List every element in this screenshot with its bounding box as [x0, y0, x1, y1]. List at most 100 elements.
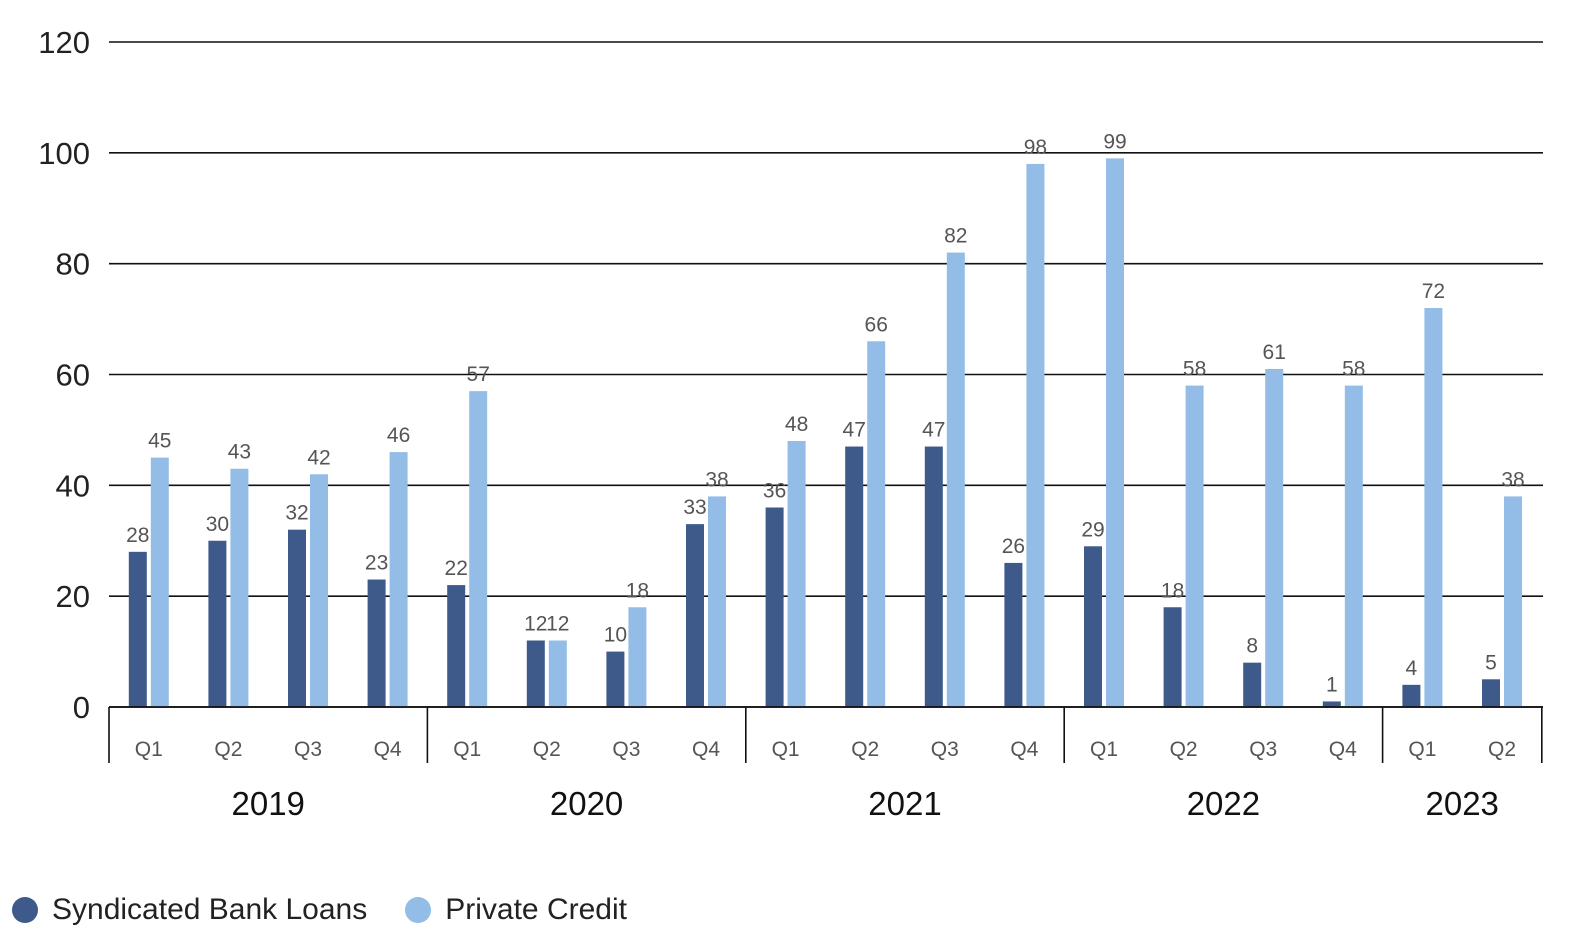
x-tick-label-quarter: Q4: [1329, 738, 1357, 761]
data-label: 66: [865, 313, 888, 336]
data-label: 12: [546, 613, 569, 636]
bar-private-credit: [1185, 385, 1204, 707]
legend-swatch-syndicated-bank-loans: [12, 897, 38, 923]
bar-private-credit: [628, 607, 647, 707]
bar-private-credit: [230, 468, 249, 707]
data-label: 33: [683, 496, 706, 519]
bar-syndicated-bank-loans: [447, 585, 466, 707]
x-tick-label-quarter: Q4: [374, 738, 402, 761]
bar-syndicated-bank-loans: [1084, 546, 1102, 707]
data-label: 36: [763, 480, 786, 503]
data-label: 5: [1485, 651, 1497, 674]
data-label: 46: [387, 424, 410, 447]
bar-syndicated-bank-loans: [288, 529, 306, 707]
x-tick-label-quarter: Q1: [1408, 738, 1436, 761]
legend-item-syndicated-bank-loans: Syndicated Bank Loans: [12, 893, 367, 927]
data-label: 58: [1183, 358, 1206, 381]
x-axis: Q1 Q2 Q3 Q4 Q1 Q2 Q3 Q4 Q1 Q2 Q3 Q4 Q1 Q2 Q3 Q4 Q1 Q2 2019…: [108, 706, 1543, 822]
bar-private-credit: [1344, 385, 1363, 707]
data-label: 45: [148, 430, 171, 453]
bar-syndicated-bank-loans: [367, 579, 386, 707]
y-axis-ticks: 0 20 40 60 80 100 120: [38, 25, 90, 725]
x-tick-label-quarter: Q2: [1170, 738, 1198, 761]
x-tick-label-quarter: Q4: [1010, 738, 1038, 761]
data-label: 42: [307, 446, 330, 469]
bar-private-credit: [1424, 308, 1443, 707]
x-tick-label-quarter: Q1: [135, 738, 163, 761]
data-label: 47: [922, 419, 945, 442]
bar-private-credit: [1265, 368, 1284, 707]
data-label: 28: [126, 524, 149, 547]
y-tick-label: 80: [56, 247, 90, 282]
bar-syndicated-bank-loans: [1402, 684, 1421, 707]
x-tick-label-quarter: Q2: [1488, 738, 1516, 761]
x-tick-label-quarter: Q1: [1090, 738, 1118, 761]
y-tick-label: 100: [38, 136, 90, 171]
data-label: 57: [467, 363, 490, 386]
x-tick-label-year: 2021: [868, 785, 941, 822]
bar-private-credit: [867, 341, 886, 707]
legend-swatch-private-credit: [405, 897, 432, 923]
bar-syndicated-bank-loans: [1243, 662, 1262, 707]
y-tick-label: 40: [56, 468, 90, 503]
bar-syndicated-bank-loans: [1482, 679, 1500, 707]
bar-private-credit: [389, 452, 408, 707]
data-label: 18: [626, 579, 649, 602]
data-label: 22: [445, 557, 468, 580]
y-tick-label: 120: [38, 25, 90, 60]
bar-private-credit: [469, 391, 488, 707]
bar-private-credit: [787, 441, 806, 707]
x-tick-label-quarter: Q4: [692, 738, 720, 761]
data-label: 10: [604, 624, 627, 647]
data-label: 32: [285, 502, 308, 525]
bar-private-credit: [1106, 158, 1124, 707]
x-tick-label-quarter: Q1: [772, 738, 800, 761]
bar-syndicated-bank-loans: [686, 524, 704, 707]
data-label: 47: [843, 419, 866, 442]
bar-private-credit: [548, 640, 567, 707]
bar-private-credit: [946, 252, 965, 708]
data-label: 1: [1326, 673, 1338, 696]
gridlines: [109, 41, 1543, 708]
bar-syndicated-bank-loans: [1163, 607, 1182, 707]
bar-syndicated-bank-loans: [128, 551, 147, 707]
data-label: 61: [1263, 341, 1286, 364]
legend-item-private-credit: Private Credit: [405, 893, 627, 927]
y-tick-label: 60: [56, 358, 90, 393]
x-tick-label-year: 2023: [1425, 785, 1498, 822]
data-label: 26: [1002, 535, 1025, 558]
data-label: 99: [1103, 130, 1126, 153]
y-tick-label: 20: [56, 579, 90, 614]
data-label: 8: [1246, 635, 1258, 658]
bar-syndicated-bank-loans: [924, 446, 943, 707]
legend-label-syndicated-bank-loans: Syndicated Bank Loans: [52, 893, 368, 926]
x-tick-label-quarter: Q1: [453, 738, 481, 761]
x-tick-label-quarter: Q2: [533, 738, 561, 761]
data-label: 72: [1422, 280, 1445, 303]
bar-syndicated-bank-loans: [1004, 562, 1023, 707]
data-label: 43: [228, 441, 251, 464]
x-tick-label-quarter: Q2: [214, 738, 242, 761]
bar-private-credit: [1504, 496, 1522, 707]
bar-private-credit: [150, 457, 169, 707]
x-tick-label-quarter: Q3: [931, 738, 959, 761]
data-label: 38: [705, 468, 728, 491]
data-label: 29: [1081, 518, 1104, 541]
bar-syndicated-bank-loans: [606, 651, 625, 707]
data-label: 18: [1161, 579, 1184, 602]
x-tick-label-quarter: Q3: [1249, 738, 1277, 761]
data-label: 58: [1342, 358, 1365, 381]
x-tick-label-year: 2022: [1187, 785, 1260, 822]
bar-private-credit: [310, 474, 328, 707]
bar-syndicated-bank-loans: [526, 640, 545, 707]
bar-private-credit: [1026, 163, 1045, 707]
x-tick-label-year: 2019: [231, 785, 304, 822]
x-tick-label-quarter: Q3: [612, 738, 640, 761]
legend: Syndicated Bank Loans Private Credit: [12, 893, 665, 927]
bar-syndicated-bank-loans: [765, 507, 784, 707]
bar-private-credit: [708, 496, 726, 707]
bar-syndicated-bank-loans: [1322, 701, 1341, 707]
x-tick-label-quarter: Q3: [294, 738, 322, 761]
